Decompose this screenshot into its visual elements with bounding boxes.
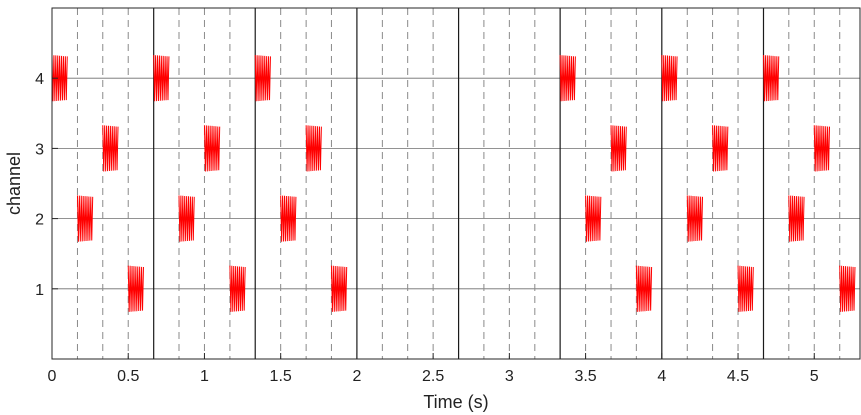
burst-ch4-0 <box>51 55 68 102</box>
x-tick-label-2: 2 <box>352 368 361 385</box>
x-tick-label-1.5: 1.5 <box>270 368 292 385</box>
burst-ch3-6 <box>203 125 221 172</box>
burst-ch1-3 <box>127 265 144 312</box>
y-axis: 1 2 3 4 <box>35 71 58 299</box>
burst-ch2-9 <box>280 195 297 242</box>
y-tick-label-1: 1 <box>35 282 44 299</box>
burst-ch3-18 <box>712 125 729 172</box>
burst-ch3-14 <box>610 125 627 172</box>
x-axis-label: Time (s) <box>423 392 488 412</box>
burst-ch4-4 <box>153 55 170 102</box>
x-tick-label-3: 3 <box>505 368 514 385</box>
burst-ch2-17 <box>686 195 704 242</box>
grid-layer <box>52 8 860 359</box>
burst-ch4-16 <box>661 55 678 102</box>
burst-ch4-12 <box>559 55 576 102</box>
x-axis: 0 0.5 1 1.5 2 2.5 3 3.5 4 4.5 5 <box>48 353 819 385</box>
x-tick-label-4.5: 4.5 <box>727 368 749 385</box>
burst-ch2-13 <box>585 195 602 242</box>
burst-ch1-19 <box>737 265 754 312</box>
x-tick-label-1: 1 <box>200 368 209 385</box>
y-tick-label-4: 4 <box>35 71 44 88</box>
burst-ch2-5 <box>178 195 195 242</box>
y-tick-label-3: 3 <box>35 141 44 158</box>
x-tick-label-4: 4 <box>657 368 666 385</box>
x-tick-label-0.5: 0.5 <box>117 368 139 385</box>
burst-ch1-15 <box>635 265 653 312</box>
y-axis-label: channel <box>4 152 24 215</box>
burst-ch1-7 <box>229 265 246 312</box>
burst-ch4-8 <box>254 55 271 102</box>
burst-ch2-21 <box>788 195 805 242</box>
bursts-layer <box>51 55 856 312</box>
x-tick-label-0: 0 <box>48 368 57 385</box>
plot-frame <box>51 7 861 360</box>
burst-ch1-11 <box>330 265 348 312</box>
y-tick-label-2: 2 <box>35 212 44 229</box>
burst-ch3-22 <box>813 125 831 172</box>
x-tick-label-5: 5 <box>810 368 819 385</box>
burst-ch2-1 <box>76 195 94 242</box>
x-tick-label-3.5: 3.5 <box>574 368 596 385</box>
x-tick-label-2.5: 2.5 <box>422 368 444 385</box>
burst-ch3-2 <box>102 125 119 172</box>
burst-ch3-10 <box>305 125 322 172</box>
burst-ch4-20 <box>763 55 780 102</box>
burst-ch1-23 <box>839 265 856 312</box>
